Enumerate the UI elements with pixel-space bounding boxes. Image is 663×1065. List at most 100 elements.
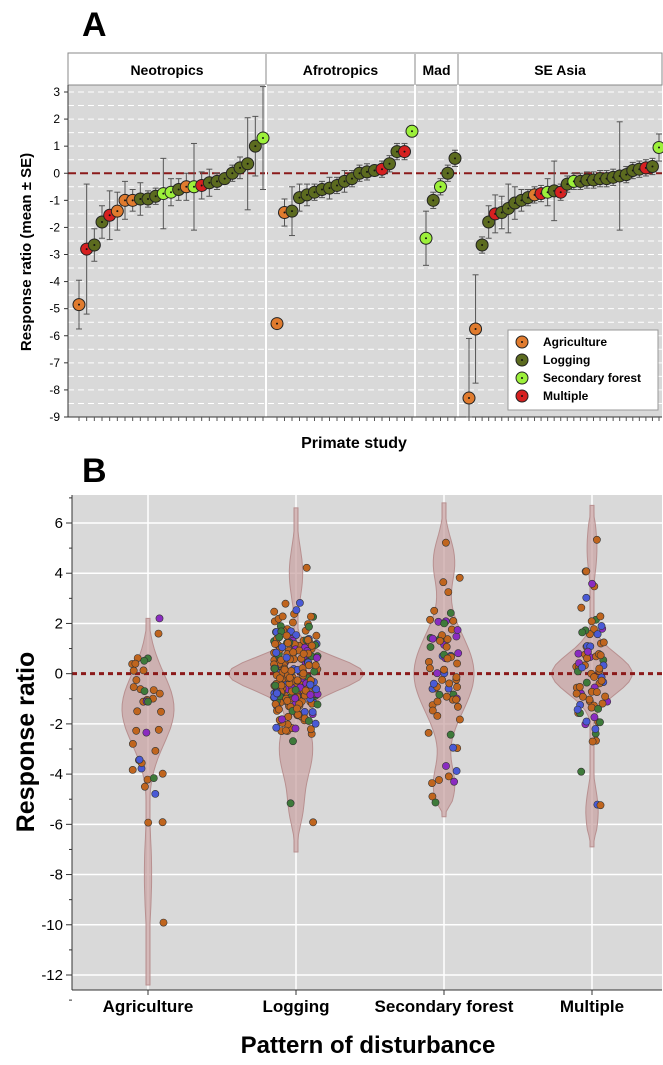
panel-b-point: [291, 724, 300, 733]
panel-a-point-center: [298, 196, 301, 199]
panel-b-point: [288, 618, 297, 627]
panel-b-point: [128, 766, 137, 774]
panel-b-y-tick-label: -4: [50, 766, 63, 783]
panel-a-point-center: [411, 130, 413, 133]
panel-a-point-center: [388, 162, 391, 165]
panel-b-point: [574, 649, 583, 658]
panel-b-point: [591, 725, 600, 733]
panel-b-point: [582, 678, 591, 687]
panel-a-point-center: [154, 195, 157, 198]
panel-b-point: [573, 705, 582, 714]
panel-b-point: [601, 692, 609, 701]
panel-b-point: [291, 694, 299, 703]
panel-a-point-center: [93, 244, 96, 247]
panel-b-point: [309, 818, 317, 827]
panel-b-point: [271, 640, 279, 648]
panel-a-point-center: [216, 180, 218, 183]
panel-b-point: [280, 665, 289, 674]
panel-b-point: [312, 653, 321, 662]
panel-b-point: [443, 635, 452, 644]
panel-a-point-center: [432, 199, 435, 202]
panel-b-point: [270, 607, 279, 616]
panel-b-point: [131, 659, 140, 668]
panel-b-point: [286, 799, 295, 808]
panel-b-point: [449, 617, 458, 625]
panel-a-point-center: [321, 188, 323, 191]
panel-b-point: [597, 676, 606, 685]
panel-b-point: [433, 697, 442, 706]
panel-b-point: [140, 656, 149, 665]
panel-a-point-center: [500, 211, 503, 214]
panel-b-point: [149, 774, 158, 782]
panel-b-point: [139, 666, 148, 675]
panel-a-points: [72, 86, 663, 418]
panel-b-x-axis: Agriculture Logging Secondary forest Multip…: [72, 989, 662, 1016]
panel-a-point-center: [291, 210, 293, 213]
panel-a-point-center: [396, 150, 398, 153]
panel-b-point: [593, 630, 602, 639]
panel-b-point: [285, 673, 294, 682]
panel-b-point: [453, 702, 462, 711]
panel-a-point-center: [85, 248, 88, 251]
panel-b-point: [155, 614, 164, 623]
panel-b-point: [446, 609, 455, 617]
panel-b-point: [132, 726, 141, 735]
panel-b-point: [283, 639, 292, 647]
panel-a-letter: A: [82, 6, 107, 44]
panel-b-point: [135, 755, 144, 764]
panel-a-point-center: [170, 191, 172, 194]
panel-a-point-center: [559, 191, 562, 194]
panel-b-point: [292, 606, 301, 614]
panel-b-point: [424, 658, 433, 666]
panel-a-y-tick-label: -2: [49, 220, 60, 234]
panel-b-point: [584, 647, 592, 656]
panel-b-point: [450, 777, 458, 786]
panel-b-point: [287, 667, 296, 675]
panel-a-legend-marker-center: [521, 395, 523, 397]
panel-b-point: [582, 593, 591, 602]
panel-b-point: [159, 918, 168, 927]
panel-b-point: [444, 588, 453, 596]
panel-a-header-band: [67, 52, 663, 86]
panel-b-point: [428, 779, 436, 787]
panel-a-y-tick-label: -4: [49, 275, 60, 289]
panel-a-point-center: [481, 244, 484, 247]
panel-a-point-center: [147, 197, 149, 200]
panel-b-point: [598, 699, 607, 708]
panel-b-point: [154, 725, 163, 734]
panel-b-point: [425, 664, 434, 673]
panel-b-point: [313, 700, 322, 709]
panel-b-point: [436, 637, 444, 645]
panel-b-point: [305, 622, 313, 631]
panel-a-legend-label: Multiple: [543, 389, 589, 403]
panel-a-point-center: [193, 185, 195, 188]
panel-b-point: [154, 629, 163, 638]
panel-a-point-center: [651, 165, 654, 168]
panel-b-point: [299, 649, 308, 658]
panel-a-point-center: [262, 137, 264, 140]
panel-a-point-center: [78, 303, 80, 306]
panel-b-point: [275, 674, 284, 683]
panel-b-y-tick-label: 6: [55, 515, 63, 532]
panel-b-point: [453, 659, 461, 668]
panel-b-point: [582, 717, 591, 726]
panel-a-point-center: [351, 177, 353, 180]
panel-b-point: [428, 792, 437, 801]
panel-b-point: [129, 666, 138, 675]
panel-b-point: [272, 648, 281, 657]
panel-a-y-tick-label: 1: [53, 139, 60, 153]
panel-b-point: [578, 628, 587, 637]
panel-b-point: [312, 685, 321, 694]
panel-b-point: [306, 690, 315, 699]
panel-b-point: [596, 801, 605, 810]
panel-b-point: [430, 606, 439, 615]
panel-b-point: [274, 705, 283, 714]
panel-a-y-tick-label: -6: [49, 329, 60, 343]
panel-b-point: [302, 563, 311, 572]
panel-b-point: [311, 661, 320, 670]
panel-b-point: [452, 673, 461, 682]
panel-a-point-center: [276, 322, 278, 325]
panel-b-y-tick-label: -8: [50, 867, 63, 884]
panel-a-point-center: [139, 197, 142, 200]
panel-b-point: [275, 633, 284, 642]
